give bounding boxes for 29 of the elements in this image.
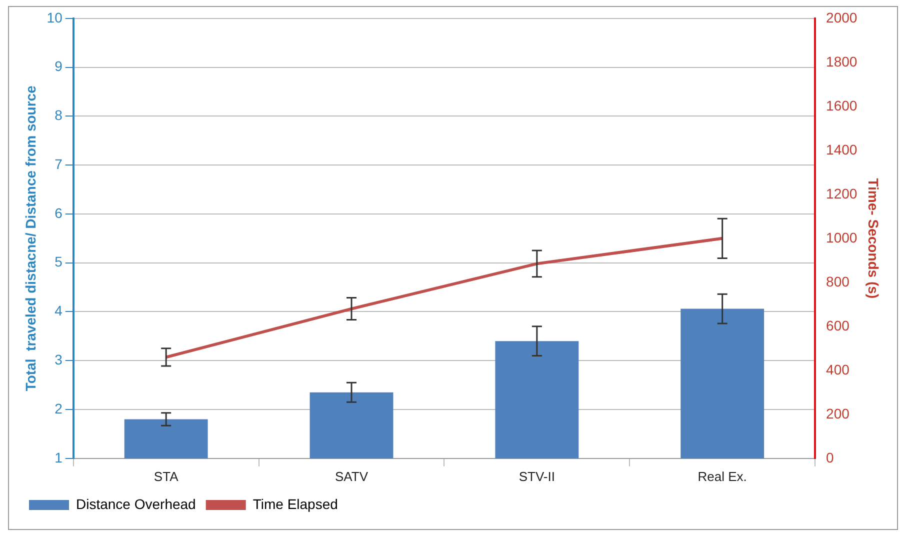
y2-tick-label: 2000 [826, 9, 858, 26]
y-axis-title: Total traveled distacne/ Distance from source [22, 85, 38, 392]
y2-tick-label: 1200 [826, 185, 858, 202]
y2-tick-label: 600 [826, 317, 850, 334]
x-tick-label: STA [154, 468, 179, 484]
y-tick-label: 1 [54, 449, 63, 466]
x-tick-label: STV-II [518, 468, 555, 484]
legend-label: Distance Overhead [76, 496, 196, 512]
y-tick-label: 7 [54, 156, 63, 172]
y-tick-label: 3 [54, 351, 63, 368]
x-tick-label: Real Ex. [698, 468, 747, 484]
y-tick-label: 6 [54, 204, 63, 221]
y-tick-label: 2 [54, 400, 63, 416]
y2-tick-label: 800 [826, 273, 850, 290]
y-tick-label: 8 [54, 107, 63, 124]
y-tick-label: 9 [54, 58, 63, 74]
y2-tick-label: 0 [826, 449, 834, 466]
y2-tick-label: 1000 [826, 229, 858, 246]
x-tick-label: SATV [335, 468, 368, 484]
y2-tick-label: 1400 [826, 141, 858, 158]
legend-label: Time Elapsed [252, 496, 338, 512]
y2-tick-label: 1600 [826, 97, 858, 114]
y2-tick-label: 200 [826, 405, 850, 422]
y-tick-label: 5 [54, 254, 63, 270]
y2-tick-label: 1800 [826, 53, 858, 70]
y-tick-label: 4 [54, 302, 63, 319]
y-tick-label: 10 [46, 9, 63, 26]
y2-tick-label: 400 [826, 361, 850, 378]
y2-axis-title: Time- Seconds (s) [866, 178, 882, 299]
